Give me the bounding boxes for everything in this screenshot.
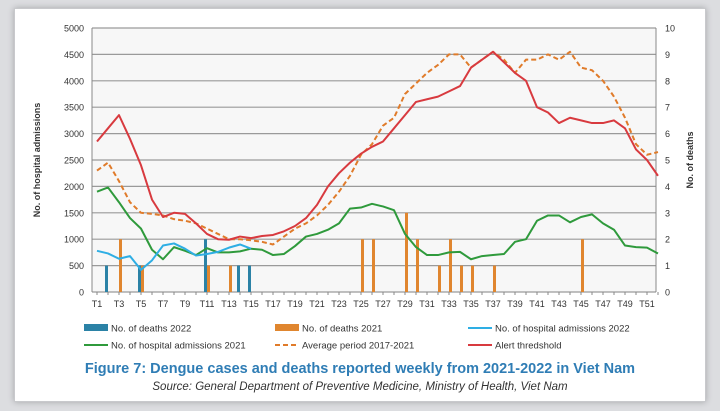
bar-deaths-2021 <box>229 265 232 292</box>
x-tick-label: T45 <box>573 299 589 309</box>
x-tick-label: T29 <box>397 299 413 309</box>
x-tick-label: T5 <box>136 299 147 309</box>
x-tick-label: T27 <box>375 299 391 309</box>
x-tick-label: T47 <box>595 299 611 309</box>
x-tick-label: T11 <box>200 299 215 309</box>
bar-deaths-2021 <box>207 265 210 292</box>
series-line-no-of-hospital-admissions-2022 <box>96 242 252 271</box>
figure-source: Source: General Department of Preventive… <box>152 381 568 393</box>
x-tick-label: T7 <box>158 299 169 309</box>
y-tick-label: 2000 <box>64 182 84 192</box>
y2-tick-label: 2 <box>665 235 670 245</box>
legend-label: No. of hospital admissions 2021 <box>111 341 246 352</box>
bar-deaths-2021 <box>405 212 408 292</box>
y-tick-label: 3500 <box>64 103 84 113</box>
bar-deaths-2022 <box>105 265 108 292</box>
y2-tick-label: 10 <box>665 24 675 34</box>
bar-deaths-2021 <box>471 265 474 292</box>
y-tick-label: 5000 <box>64 24 84 34</box>
bar-deaths-2022 <box>204 239 207 292</box>
x-tick-label: T23 <box>331 299 347 309</box>
y-tick-label: 1500 <box>64 208 84 218</box>
x-tick-label: T51 <box>639 299 655 309</box>
y-tick-label: 3000 <box>64 129 84 139</box>
x-tick-label: T35 <box>463 299 479 309</box>
x-tick-label: T43 <box>551 299 567 309</box>
y2-tick-label: 4 <box>665 182 670 192</box>
x-tick-label: T17 <box>265 299 281 309</box>
series-line-alert-thredshold <box>96 50 659 241</box>
x-tick-label: T1 <box>92 299 103 309</box>
series-line-average-period-2017-2021 <box>96 50 659 246</box>
x-tick-label: T25 <box>353 299 369 309</box>
y2-tick-label: 1 <box>665 261 670 271</box>
bar-deaths-2021 <box>449 239 452 292</box>
bar-deaths-2021 <box>416 239 419 292</box>
x-tick-label: T3 <box>114 299 125 309</box>
bar-deaths-2022 <box>138 265 141 292</box>
x-tick-label: T39 <box>507 299 523 309</box>
y-tick-label: 1000 <box>64 235 84 245</box>
x-tick-label: T31 <box>419 299 435 309</box>
bar-deaths-2021 <box>438 265 441 292</box>
legend-swatch <box>84 324 108 331</box>
y2-tick-label: 5 <box>665 156 670 166</box>
y-tick-label: 4000 <box>64 76 84 86</box>
legend-label: No. of deaths 2022 <box>111 324 191 335</box>
x-tick-label: T37 <box>485 299 501 309</box>
y-tick-label: 500 <box>69 261 84 271</box>
y2-axis-label: No. of deaths <box>685 131 695 188</box>
x-tick-label: T49 <box>617 299 633 309</box>
x-tick-label: T13 <box>221 299 237 309</box>
legend-swatch <box>275 324 299 331</box>
bar-deaths-2022 <box>237 265 240 292</box>
y2-tick-label: 3 <box>665 208 670 218</box>
y2-tick-label: 0 <box>665 288 670 298</box>
figure-caption: Figure 7: Dengue cases and deaths report… <box>84 361 636 377</box>
x-tick-label: T15 <box>243 299 259 309</box>
y-tick-label: 2500 <box>64 156 84 166</box>
bar-deaths-2021 <box>372 239 375 292</box>
y-tick-label: 0 <box>79 288 84 298</box>
legend-label: No. of deaths 2021 <box>302 324 382 335</box>
y-axis-label: No. of hospital admissions <box>32 103 42 218</box>
y2-tick-label: 8 <box>665 76 670 86</box>
legend-label: Average period 2017-2021 <box>302 341 414 352</box>
y2-tick-label: 7 <box>665 103 670 113</box>
bar-deaths-2021 <box>361 239 364 292</box>
y2-tick-label: 9 <box>665 50 670 60</box>
y-tick-label: 4500 <box>64 50 84 60</box>
legend-label: Alert thredshold <box>495 341 562 352</box>
x-tick-label: T33 <box>441 299 457 309</box>
bar-deaths-2022 <box>248 265 251 292</box>
x-tick-label: T19 <box>287 299 303 309</box>
bar-deaths-2021 <box>119 239 122 292</box>
bar-deaths-2021 <box>493 265 496 292</box>
x-tick-label: T21 <box>309 299 325 309</box>
legend-label: No. of hospital admissions 2022 <box>495 324 630 335</box>
bar-deaths-2021 <box>581 239 584 292</box>
x-tick-label: T41 <box>529 299 545 309</box>
bar-deaths-2021 <box>141 265 144 292</box>
bar-deaths-2021 <box>460 265 463 292</box>
y2-tick-label: 6 <box>665 129 670 139</box>
x-tick-label: T9 <box>180 299 191 309</box>
